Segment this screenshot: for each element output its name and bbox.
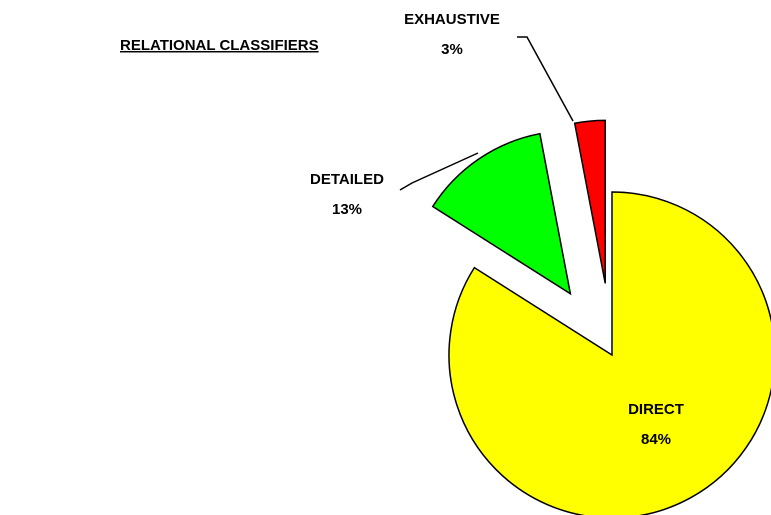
pie-slice [573,119,606,284]
slice-value-label: 84% [641,431,671,448]
pie-slice [448,191,771,515]
slice-label: DETAILED [310,171,384,188]
slice-label: DIRECT [628,401,684,418]
pie-slice [431,132,572,296]
leader-line [399,152,479,191]
leader-line [517,36,574,122]
slice-value-label: 3% [441,41,463,58]
slice-label: EXHAUSTIVE [404,11,500,28]
chart-title: RELATIONAL CLASSIFIERS [120,37,319,54]
slice-value-label: 13% [332,201,362,218]
